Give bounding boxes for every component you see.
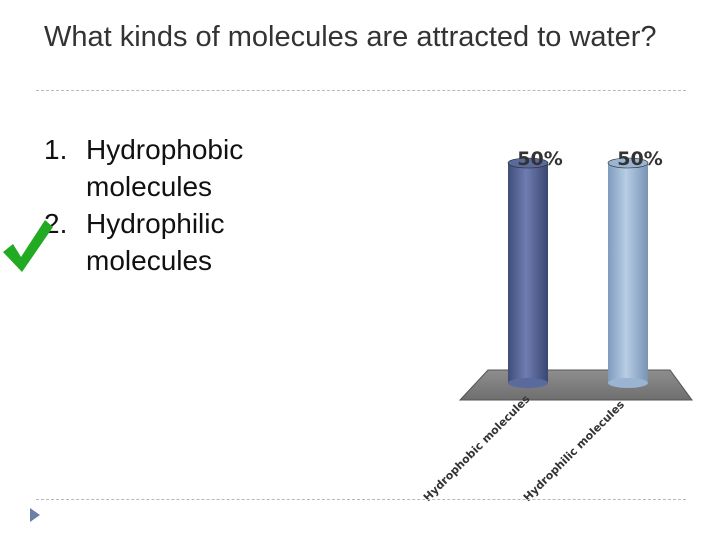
data-label: 50% [617,148,662,170]
category-label: Hydrophilic molecules [521,398,627,504]
bar [607,157,649,388]
footer-divider [36,499,686,500]
option-text: Hydrophilic molecules [86,207,225,276]
title-divider [36,90,686,91]
data-label: 50% [517,148,562,170]
category-label: Hydrophobic molecules [421,392,533,504]
checkmark-icon [3,220,53,272]
slide-title: What kinds of molecules are attracted to… [44,21,657,53]
bar [507,157,549,388]
results-chart: 50% 50% Hydrophobic moleculesHydrophilic … [421,148,693,504]
option-number: 1. [44,134,68,165]
option-text: Hydrophobic molecules [86,134,244,202]
answer-option-2: 2. Hydrophilic molecules [44,206,304,280]
answer-options: 1. Hydrophobic molecules 2. Hydrophilic … [44,132,304,280]
answer-option-1: 1. Hydrophobic molecules [44,132,304,206]
next-slide-icon[interactable] [28,506,42,524]
chart-floor [458,369,693,401]
